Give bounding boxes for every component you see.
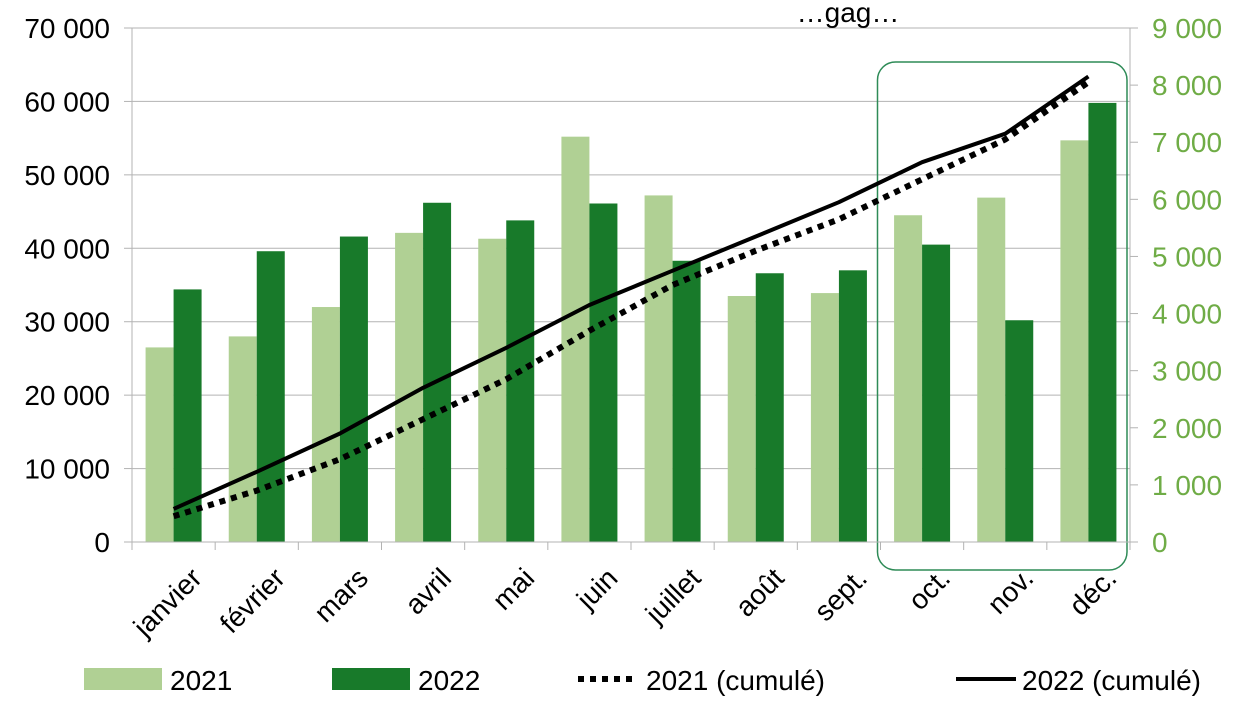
bar-2021-mai [478,238,507,543]
legend: 2021 2022 2021 (cumulé) 2022 (cumulé) [84,665,1201,696]
bar-2021-sept. [810,293,839,542]
bar-2022-février [256,251,285,543]
bar-2022-juin [589,203,618,542]
left-tick-label: 40 000 [24,233,110,264]
category-labels: janvier février mars avril mai juin juillet aoû… [127,562,1123,643]
category-label: août [729,562,790,623]
highlight-box [876,61,1128,571]
category-label: avril [399,562,457,620]
bar-2022-nov. [1005,320,1034,542]
category-label: mai [487,562,541,616]
category-label: février [214,562,291,639]
bar-2022-août [755,273,784,542]
lines [172,74,1091,520]
bar-2021-nov. [977,197,1006,542]
legend-label: 2022 [418,665,480,696]
right-tick-label: 1 000 [1152,470,1222,501]
right-axis-ticks: 0 1 000 2 000 3 000 4 000 5 000 6 000 7 000 8 00… [1152,13,1222,558]
highlight-rect [876,61,1128,571]
right-tick-label: 6 000 [1152,184,1222,215]
bar-2022-déc. [1088,102,1117,542]
bar-2021-août [727,296,756,542]
axes [131,28,1131,550]
legend-label: 2021 (cumulé) [646,665,825,696]
bar-2021-juin [561,136,590,542]
bar-2021-oct. [894,215,923,542]
category-label: juillet [639,562,707,630]
left-tick-label: 0 [94,527,110,558]
left-tick-label: 10 000 [24,454,110,485]
right-tick-label: 9 000 [1152,13,1222,44]
right-tick-label: 4 000 [1152,299,1222,330]
chart-title: …gag… [797,0,900,28]
bar-2022-mai [506,220,535,542]
legend-swatch [332,668,410,690]
bar-2022-mars [339,236,368,542]
legend-swatch [84,668,162,690]
right-tick-label: 5 000 [1152,241,1222,272]
legend-label: 2022 (cumulé) [1022,665,1201,696]
left-tick-label: 20 000 [24,380,110,411]
bar-2021-mars [311,307,340,542]
right-tick-label: 8 000 [1152,70,1222,101]
left-tick-label: 60 000 [24,86,110,117]
line-2022 (cumulé) [172,74,1090,511]
right-tick-label: 2 000 [1152,413,1222,444]
left-tick-label: 30 000 [24,307,110,338]
bar-2021-janvier [145,347,174,542]
bar-2022-avril [423,202,452,542]
left-axis-ticks: 0 10 000 20 000 30 000 40 000 50 000 60 000 70 … [24,13,110,558]
category-label: mars [308,562,374,628]
bar-2022-sept. [838,270,867,542]
gridlines [124,27,1138,543]
bar-2021-avril [395,232,424,542]
left-tick-label: 50 000 [24,160,110,191]
right-tick-label: 0 [1152,527,1168,558]
bar-2022-juillet [672,260,701,542]
legend-item: 2021 (cumulé) [578,665,825,696]
category-label: nov. [981,562,1039,620]
right-tick-label: 3 000 [1152,356,1222,387]
legend-label: 2021 [170,665,232,696]
bar-2021-déc. [1060,140,1089,543]
legend-item: 2022 (cumulé) [956,665,1201,696]
bar-2021-juillet [644,195,673,542]
category-label: sept. [808,562,873,627]
category-label: janvier [127,562,208,643]
bar-2021-février [228,336,257,542]
bars [145,102,1117,543]
left-tick-label: 70 000 [24,13,110,44]
legend-item: 2022 [332,665,480,696]
category-label: juin [570,562,623,615]
category-label: déc. [1063,562,1122,621]
legend-item: 2021 [84,665,232,696]
bar-2022-oct. [922,244,951,542]
right-tick-label: 7 000 [1152,127,1222,158]
line-2021 (cumulé) [172,79,1091,520]
